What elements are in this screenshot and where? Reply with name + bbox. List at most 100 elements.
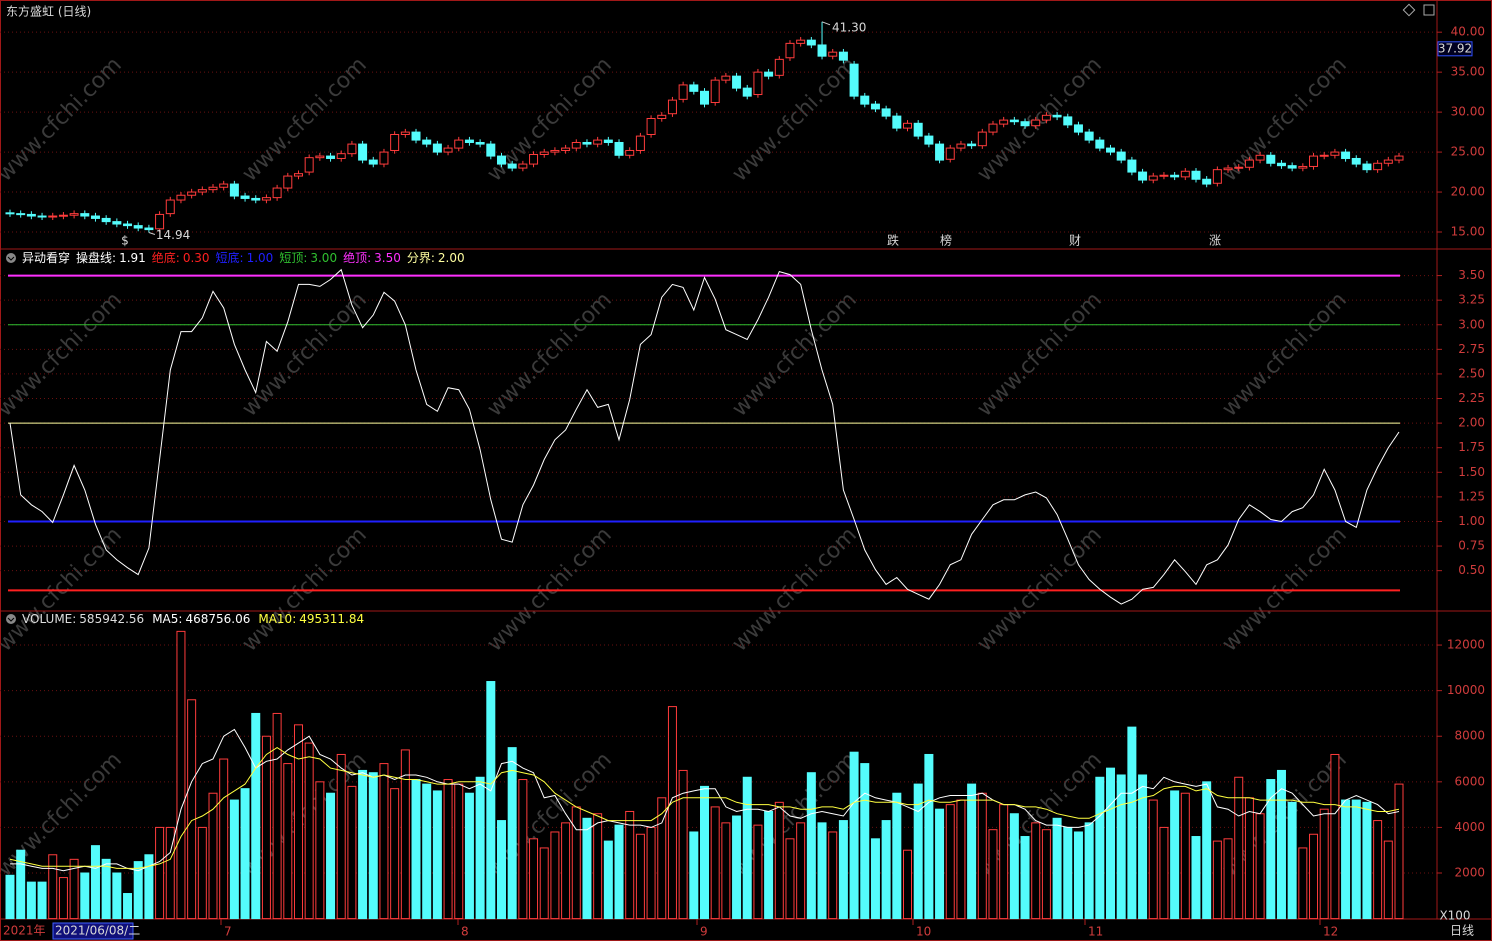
header-item: 短底: [216, 250, 244, 265]
header-item: 绝底: [152, 250, 180, 265]
volume-bar [646, 826, 656, 920]
volume-bar [123, 893, 133, 920]
volume-bar [785, 838, 795, 920]
volume-bar [582, 817, 592, 920]
year-label: 2021年 [3, 924, 46, 938]
candle-body [625, 149, 635, 156]
candle-body [1234, 166, 1244, 169]
volume-bar [571, 806, 581, 920]
y-tick-label: 1.75 [1458, 440, 1485, 454]
candle-body [251, 197, 261, 201]
candle-body [988, 123, 998, 133]
volume-bar [304, 742, 314, 920]
volume-bar [977, 792, 987, 920]
volume-bar [507, 747, 517, 920]
candle-body [1148, 175, 1158, 181]
volume-bar [838, 820, 848, 920]
candle-body [571, 141, 581, 149]
candle-body [1202, 178, 1212, 185]
volume-bar [817, 822, 827, 920]
candle-body [999, 119, 1009, 125]
volume-bar [603, 840, 613, 920]
candle-body [582, 141, 592, 145]
candle-body [37, 215, 47, 218]
candle-body [26, 213, 36, 217]
volume-bar [796, 822, 806, 920]
candle-body [293, 173, 303, 177]
volume-bar [999, 804, 1009, 920]
volume-bar [133, 861, 143, 920]
volume-bar [625, 810, 635, 920]
indicator-line [9, 268, 1400, 605]
header-item: 1.00 [247, 251, 274, 265]
volume-bar [1341, 799, 1351, 920]
candle-body [176, 194, 186, 201]
candle-body [1223, 167, 1233, 171]
month-label: 10 [916, 925, 931, 939]
min-pointer [148, 232, 156, 235]
candle-body [646, 118, 656, 135]
candle-body [454, 139, 464, 149]
collapse-icon[interactable] [6, 253, 16, 263]
volume-bar [1148, 799, 1158, 920]
volume-bar [1287, 801, 1297, 920]
candle-body [1138, 171, 1148, 181]
candle-body [796, 39, 806, 44]
y-tick-label: 2.25 [1458, 391, 1485, 405]
volume-bar [1191, 836, 1201, 920]
volume-bar [1244, 797, 1254, 920]
candle-body [935, 143, 945, 161]
candle-body [1063, 116, 1073, 126]
candle-body [1287, 165, 1297, 169]
month-label: 12 [1323, 925, 1338, 939]
panel-header: VOLUME: 585942.56 MA5: 468756.06 MA10: 495311… [22, 612, 364, 626]
volume-bar [678, 769, 688, 920]
volume-bar [1009, 813, 1019, 920]
candle-body [1212, 169, 1222, 184]
volume-bar [5, 874, 15, 920]
collapse-icon[interactable] [6, 614, 16, 624]
volume-bar [432, 790, 442, 920]
volume-bar [764, 810, 774, 920]
candle-body [326, 155, 336, 159]
candle-body [1362, 163, 1372, 171]
month-label: 8 [461, 925, 469, 939]
volume-bar [1373, 820, 1383, 920]
candle-body [5, 212, 15, 215]
header-item: MA5: [152, 612, 182, 626]
volume-bar [806, 772, 816, 920]
volume-bar [1319, 808, 1329, 920]
volume-bar [935, 808, 945, 920]
volume-bar [593, 813, 603, 920]
candle-body [464, 139, 474, 143]
candle-body [1255, 154, 1265, 161]
candle-body [689, 84, 699, 92]
y-tick-label: 2.50 [1458, 366, 1485, 380]
candle-body [1298, 165, 1308, 169]
volume-bar [240, 788, 250, 920]
volume-bar [1106, 767, 1116, 920]
candle-body [1309, 155, 1319, 167]
y-tick-label: 0.75 [1458, 539, 1485, 553]
candle-body [400, 131, 410, 135]
candle-body [732, 75, 742, 89]
header-item: 3.00 [310, 251, 337, 265]
volume-bar [1170, 790, 1180, 920]
candle-body [1095, 139, 1105, 149]
volume-bar [69, 858, 79, 920]
y-tick-label: 35.00 [1451, 65, 1485, 79]
candle-body [700, 90, 709, 105]
candle-body [678, 84, 688, 100]
candle-body [785, 42, 795, 59]
diamond-icon[interactable] [1402, 3, 1416, 17]
candle-body [1244, 159, 1254, 168]
cursor-price-box [1437, 41, 1473, 57]
window-icon[interactable] [1423, 4, 1435, 16]
volume-bar [753, 824, 763, 920]
candle-body [1073, 124, 1083, 133]
candle-body [764, 71, 774, 77]
y-tick-label: 2000 [1454, 866, 1485, 880]
header-item: 468756.06 [185, 612, 250, 626]
volume-bar [870, 838, 880, 920]
candle-body [667, 99, 677, 115]
